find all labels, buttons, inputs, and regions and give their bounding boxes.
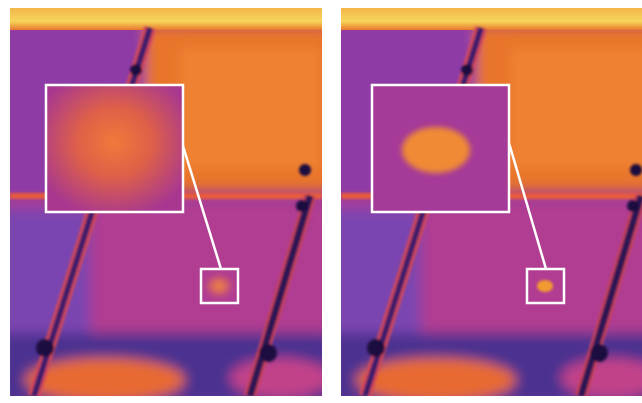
page: Thermal comparison {} html, body { margi… <box>0 0 642 403</box>
thermal-comparison <box>0 0 642 403</box>
hotspot <box>537 280 553 292</box>
body <box>0 0 642 403</box>
left-panel <box>0 8 335 403</box>
right-panel <box>331 8 642 403</box>
zoom-inset <box>46 85 183 212</box>
hotspot <box>206 275 232 297</box>
zoom-hotspot <box>402 127 470 173</box>
